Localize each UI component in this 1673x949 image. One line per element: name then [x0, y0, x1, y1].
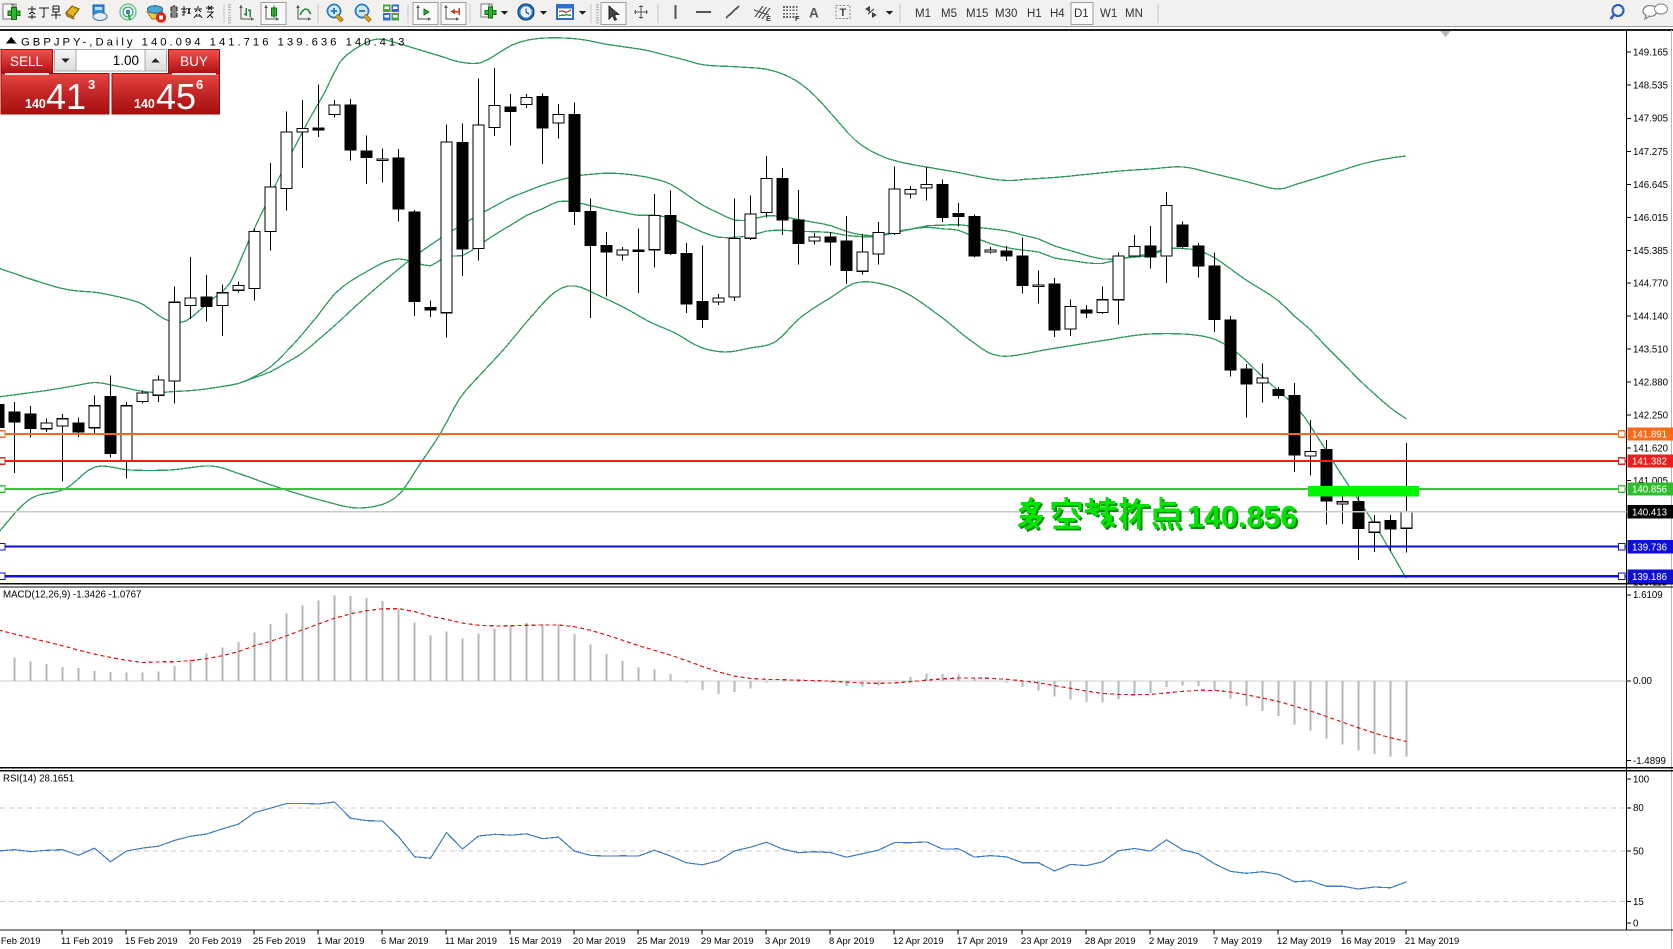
svg-text:17 Apr 2019: 17 Apr 2019: [957, 935, 1008, 946]
svg-text:H1: H1: [1027, 8, 1042, 20]
svg-text:25 Feb 2019: 25 Feb 2019: [253, 935, 306, 946]
svg-text:2 May 2019: 2 May 2019: [1149, 935, 1198, 946]
svg-text:1.00: 1.00: [113, 53, 139, 68]
svg-text:45: 45: [156, 76, 196, 117]
svg-text:3: 3: [88, 77, 95, 92]
svg-text:M5: M5: [941, 8, 957, 20]
svg-text:W1: W1: [1100, 8, 1117, 20]
svg-text:140.856: 140.856: [1187, 500, 1297, 534]
svg-text:29 Mar 2019: 29 Mar 2019: [701, 935, 754, 946]
svg-text:25 Mar 2019: 25 Mar 2019: [637, 935, 690, 946]
svg-text:0.00: 0.00: [1633, 676, 1652, 687]
svg-text:T: T: [840, 7, 847, 19]
svg-text:15: 15: [1633, 897, 1644, 908]
svg-text:E: E: [766, 14, 771, 23]
svg-text:BUY: BUY: [180, 54, 208, 69]
svg-text:143.510: 143.510: [1633, 344, 1669, 355]
svg-text:15 Mar 2019: 15 Mar 2019: [509, 935, 562, 946]
svg-text:142.880: 142.880: [1633, 378, 1669, 389]
svg-text:M1: M1: [915, 8, 931, 20]
svg-text:20 Feb 2019: 20 Feb 2019: [189, 935, 242, 946]
svg-text:147.905: 147.905: [1633, 114, 1668, 125]
svg-text:0: 0: [1633, 918, 1639, 929]
svg-text:1.6109: 1.6109: [1633, 590, 1663, 601]
svg-text:-1.4899: -1.4899: [1633, 756, 1666, 767]
svg-text:142.250: 142.250: [1633, 411, 1669, 422]
svg-text:148.535: 148.535: [1633, 81, 1668, 92]
svg-text:A: A: [809, 6, 819, 21]
svg-text:141.005: 141.005: [1633, 476, 1668, 487]
svg-text:146.015: 146.015: [1633, 213, 1668, 224]
svg-text:145.385: 145.385: [1633, 246, 1668, 257]
svg-text:140: 140: [25, 97, 46, 111]
svg-text:MACD(12,26,9) -1.3426 -1.0767: MACD(12,26,9) -1.3426 -1.0767: [3, 590, 141, 601]
svg-text:F: F: [795, 14, 800, 23]
svg-text:15 Feb 2019: 15 Feb 2019: [125, 935, 178, 946]
svg-text:41: 41: [46, 76, 86, 117]
svg-text:3 Apr 2019: 3 Apr 2019: [765, 935, 810, 946]
svg-text:12 May 2019: 12 May 2019: [1277, 935, 1331, 946]
svg-text:140.413: 140.413: [1632, 507, 1667, 518]
svg-text:RSI(14) 28.1651: RSI(14) 28.1651: [3, 774, 74, 785]
svg-text:141.620: 141.620: [1633, 444, 1669, 455]
svg-text:146.645: 146.645: [1633, 180, 1668, 191]
svg-text:GBPJPY-,Daily 140.094 141.716: GBPJPY-,Daily 140.094 141.716 139.636 14…: [21, 37, 407, 49]
svg-text:6: 6: [196, 77, 203, 92]
svg-text:MN: MN: [1125, 8, 1143, 20]
svg-text:16 May 2019: 16 May 2019: [1341, 935, 1395, 946]
svg-text:23 Apr 2019: 23 Apr 2019: [1021, 935, 1072, 946]
svg-text:M15: M15: [966, 8, 988, 20]
svg-text:141.891: 141.891: [1632, 430, 1667, 441]
svg-text:20 Mar 2019: 20 Mar 2019: [573, 935, 626, 946]
svg-text:28 Apr 2019: 28 Apr 2019: [1085, 935, 1136, 946]
svg-text:21 May 2019: 21 May 2019: [1405, 935, 1459, 946]
svg-text:141.382: 141.382: [1632, 457, 1667, 468]
svg-text:139.115: 139.115: [1633, 577, 1667, 588]
svg-text:D1: D1: [1074, 8, 1089, 20]
svg-text:100: 100: [1633, 774, 1650, 785]
svg-text:11 Mar 2019: 11 Mar 2019: [445, 935, 497, 946]
svg-text:140: 140: [134, 97, 155, 111]
svg-text:144.770: 144.770: [1633, 278, 1669, 289]
svg-text:149.165: 149.165: [1633, 48, 1668, 59]
svg-text:12 Apr 2019: 12 Apr 2019: [893, 935, 944, 946]
svg-text:144.140: 144.140: [1633, 311, 1669, 322]
svg-text:139.736: 139.736: [1632, 542, 1667, 553]
svg-text:6 Mar 2019: 6 Mar 2019: [381, 935, 428, 946]
svg-text:11 Feb 2019: 11 Feb 2019: [61, 935, 113, 946]
svg-text:140.856: 140.856: [1632, 485, 1667, 496]
svg-text:M30: M30: [995, 8, 1017, 20]
svg-text:8 Apr 2019: 8 Apr 2019: [829, 935, 874, 946]
svg-text:7 May 2019: 7 May 2019: [1213, 935, 1262, 946]
svg-text:5 Feb 2019: 5 Feb 2019: [0, 935, 40, 946]
svg-text:H4: H4: [1050, 8, 1065, 20]
svg-text:140.856: 140.856: [1189, 502, 1299, 536]
svg-text:139.186: 139.186: [1632, 572, 1667, 583]
svg-text:80: 80: [1633, 803, 1644, 814]
svg-text:1 Mar 2019: 1 Mar 2019: [317, 935, 364, 946]
svg-text:147.275: 147.275: [1633, 147, 1668, 158]
svg-text:SELL: SELL: [10, 54, 44, 69]
svg-text:50: 50: [1633, 846, 1644, 857]
